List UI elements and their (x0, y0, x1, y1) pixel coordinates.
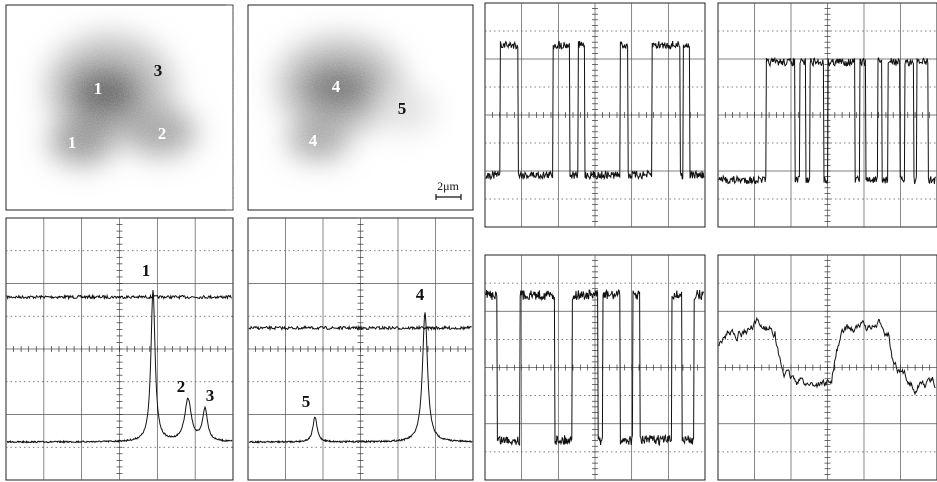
peak-label: 5 (302, 392, 311, 411)
image-a: 1 3 1 2 (6, 5, 233, 210)
spot-label: 5 (398, 99, 407, 118)
peak-label: 3 (206, 386, 215, 405)
spot-label: 4 (332, 77, 341, 96)
spot-label: 4 (309, 131, 318, 150)
spot-label: 1 (94, 79, 103, 98)
scope-panel (248, 218, 473, 480)
peak-label: 2 (177, 377, 186, 396)
scope-panel (485, 3, 705, 227)
spot-label: 1 (68, 133, 77, 152)
scope-panel (718, 3, 937, 227)
spot-label: 3 (154, 61, 163, 80)
scope-panel (6, 218, 233, 480)
scope-panel (718, 255, 937, 480)
scope-panel (485, 255, 705, 480)
figure: 1 3 1 2 4 5 4 2μm 1 2 3 5 4 (0, 0, 937, 482)
scale-bar-label: 2μm (437, 179, 459, 193)
spot-label: 2 (158, 124, 167, 143)
image-b: 4 5 4 2μm (248, 5, 473, 210)
peak-label: 1 (142, 261, 151, 280)
peak-label: 4 (416, 285, 425, 304)
